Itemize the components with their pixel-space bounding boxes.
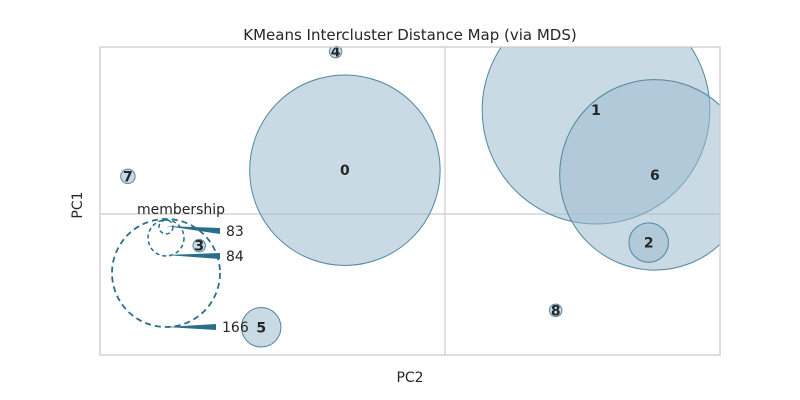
x-axis-label: PC2 xyxy=(396,370,423,386)
cluster-label-4: 4 xyxy=(331,45,341,61)
chart-title: KMeans Intercluster Distance Map (via MD… xyxy=(243,26,576,44)
legend-pointer-83 xyxy=(166,226,220,234)
cluster-bubble-6 xyxy=(559,79,720,271)
legend-value-83: 83 xyxy=(226,224,244,240)
cluster-label-2: 2 xyxy=(644,236,654,252)
cluster-label-5: 5 xyxy=(256,320,266,336)
cluster-labels: 0 1 2 3 4 5 6 7 8 xyxy=(123,45,660,337)
cluster-label-0: 0 xyxy=(340,163,350,179)
y-axis-label: PC1 xyxy=(70,191,86,218)
legend-title: membership xyxy=(137,202,225,218)
cluster-label-1: 1 xyxy=(591,103,601,119)
cluster-bubbles xyxy=(120,47,720,348)
cluster-bubble-0 xyxy=(249,74,441,266)
legend-pointer-166 xyxy=(166,324,216,330)
cluster-label-6: 6 xyxy=(650,168,660,184)
plot-frame xyxy=(99,46,721,356)
legend-pointer-84 xyxy=(166,253,220,259)
legend-circle-medium xyxy=(147,219,185,257)
cluster-bubble-7 xyxy=(120,168,136,185)
cluster-label-3: 3 xyxy=(194,239,204,255)
legend-value-84: 84 xyxy=(226,249,244,265)
membership-legend: membership 83 84 166 xyxy=(111,202,249,336)
cluster-bubble-4 xyxy=(328,47,343,59)
cluster-bubble-3 xyxy=(192,238,206,253)
legend-value-166: 166 xyxy=(222,320,249,336)
cluster-bubble-8 xyxy=(548,303,563,318)
cluster-bubble-2 xyxy=(628,222,669,263)
cluster-label-8: 8 xyxy=(551,303,561,319)
cluster-label-7: 7 xyxy=(123,169,133,185)
cluster-bubble-5 xyxy=(240,307,282,348)
